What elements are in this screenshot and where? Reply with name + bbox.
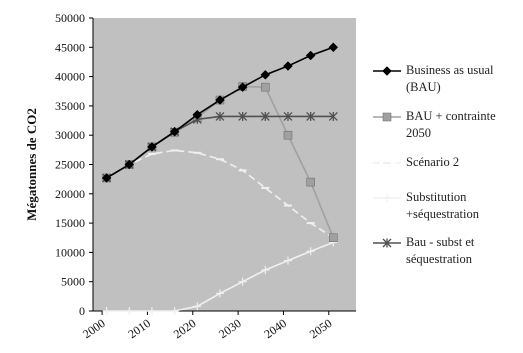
legend-symbol-0 (382, 66, 392, 76)
data-point-s1-10 (329, 233, 338, 242)
series-3 (102, 238, 338, 315)
data-point-s3-5 (215, 289, 224, 298)
legend-symbol-1 (382, 112, 392, 122)
legend-marker-scenario-2 (373, 162, 401, 164)
data-point-s4-7 (260, 111, 270, 121)
data-point-s1-8 (283, 130, 293, 140)
data-point-s0-2 (147, 142, 157, 152)
legend-label-bau-subst: Bau - subst et séquestration (406, 235, 475, 266)
data-point-s4-8 (283, 111, 293, 121)
x-tick-label: 2040 (261, 316, 289, 341)
y-tick-label: 40000 (55, 70, 85, 84)
x-tick-label: 2020 (171, 316, 199, 341)
x-tick-label: 2010 (125, 316, 153, 341)
plot-area (93, 18, 356, 311)
data-point-s1-7 (261, 82, 270, 92)
data-point-s0-7 (260, 69, 271, 80)
data-point-s0-3 (169, 126, 180, 137)
y-tick-label: 30000 (55, 128, 85, 142)
legend-symbol-4 (382, 238, 392, 248)
y-tick-label: 25000 (55, 158, 85, 172)
legend-marker-substitution (373, 194, 401, 202)
data-point-s4-5 (215, 111, 225, 121)
data-point-s0-4 (192, 109, 203, 120)
y-tick-label: 50000 (55, 11, 85, 25)
x-tick-label: 2000 (80, 316, 108, 341)
data-point-s0-0 (101, 173, 112, 183)
y-tick-label: 15000 (55, 216, 85, 230)
series-line-2 (106, 149, 334, 239)
data-point-s1-9 (306, 177, 315, 187)
data-point-s3-4 (193, 302, 202, 311)
data-point-s3-1 (125, 307, 134, 315)
legend-marker-bau-subst (373, 238, 401, 248)
series-0 (101, 42, 339, 183)
y-tick-label: 5000 (61, 275, 85, 289)
legend-label-substitution: Substitution +séquestration (406, 190, 480, 221)
data-point-s0-6 (237, 82, 248, 93)
y-tick-label: 45000 (55, 40, 85, 54)
y-tick-label: 20000 (55, 187, 85, 201)
data-point-s3-2 (147, 307, 156, 315)
legend-symbol-3 (383, 194, 391, 202)
data-point-s3-0 (102, 307, 111, 315)
legend-label-bau-contrainte: BAU + contrainte 2050 (406, 109, 496, 140)
data-point-s3-3 (170, 307, 179, 315)
data-point-s0-9 (305, 50, 316, 61)
data-point-s4-10 (328, 111, 338, 121)
data-point-s4-9 (306, 111, 316, 121)
x-tick-label: 2050 (307, 316, 335, 341)
data-point-s0-5 (215, 95, 225, 105)
legend-marker-bau (373, 66, 401, 76)
y-axis-title: Mégatonnes de CO2 (24, 108, 39, 221)
y-tick-label: 35000 (55, 99, 85, 113)
y-tick-label: 10000 (55, 245, 85, 259)
legend-marker-bau-contrainte (373, 112, 401, 122)
data-point-s3-8 (283, 256, 292, 265)
x-tick-label: 2030 (216, 316, 244, 341)
data-point-s4-6 (238, 111, 248, 121)
data-point-s0-1 (124, 159, 135, 170)
data-point-s3-9 (306, 247, 315, 256)
data-point-s3-7 (261, 265, 270, 274)
legend-label-bau: Business as usual (BAU) (406, 63, 494, 94)
legend-label-scenario-2: Scénario 2 (406, 155, 460, 169)
data-point-s0-10 (328, 42, 339, 53)
y-tick-label: 0 (79, 304, 85, 318)
data-point-s0-8 (283, 61, 293, 71)
data-point-s3-6 (238, 277, 247, 286)
